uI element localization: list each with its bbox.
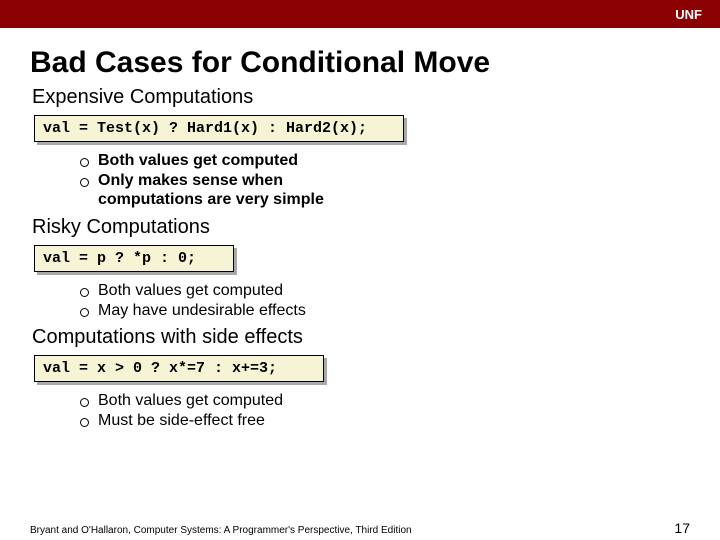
footer-attribution: Bryant and O'Hallaron, Computer Systems:… [30,525,412,536]
section-bullets-2: Both values get computed Must be side-ef… [80,392,690,431]
slide-title: Bad Cases for Conditional Move [30,46,690,80]
list-item: Both values get computed [80,282,690,301]
list-item: Both values get computed [80,392,690,411]
code-box-2: val = x > 0 ? x*=7 : x+=3; [34,355,324,382]
section-heading-1: Risky Computations [32,216,690,239]
list-item: Only makes sense when computations are v… [80,172,340,210]
section-bullets-0: Both values get computed Only makes sens… [80,152,690,210]
list-item: Both values get computed [80,152,690,171]
section-heading-0: Expensive Computations [32,86,690,109]
header-bar: UNF [0,0,720,28]
section-heading-2: Computations with side effects [32,326,690,349]
slide-content: Bad Cases for Conditional Move Expensive… [0,28,720,431]
list-item: May have undesirable effects [80,302,690,321]
page-number: 17 [674,520,690,536]
code-box-1: val = p ? *p : 0; [34,245,234,272]
code-box-0: val = Test(x) ? Hard1(x) : Hard2(x); [34,115,404,142]
section-bullets-1: Both values get computed May have undesi… [80,282,690,321]
list-item: Must be side-effect free [80,412,690,431]
header-label: UNF [675,7,702,22]
slide-footer: Bryant and O'Hallaron, Computer Systems:… [30,520,690,536]
